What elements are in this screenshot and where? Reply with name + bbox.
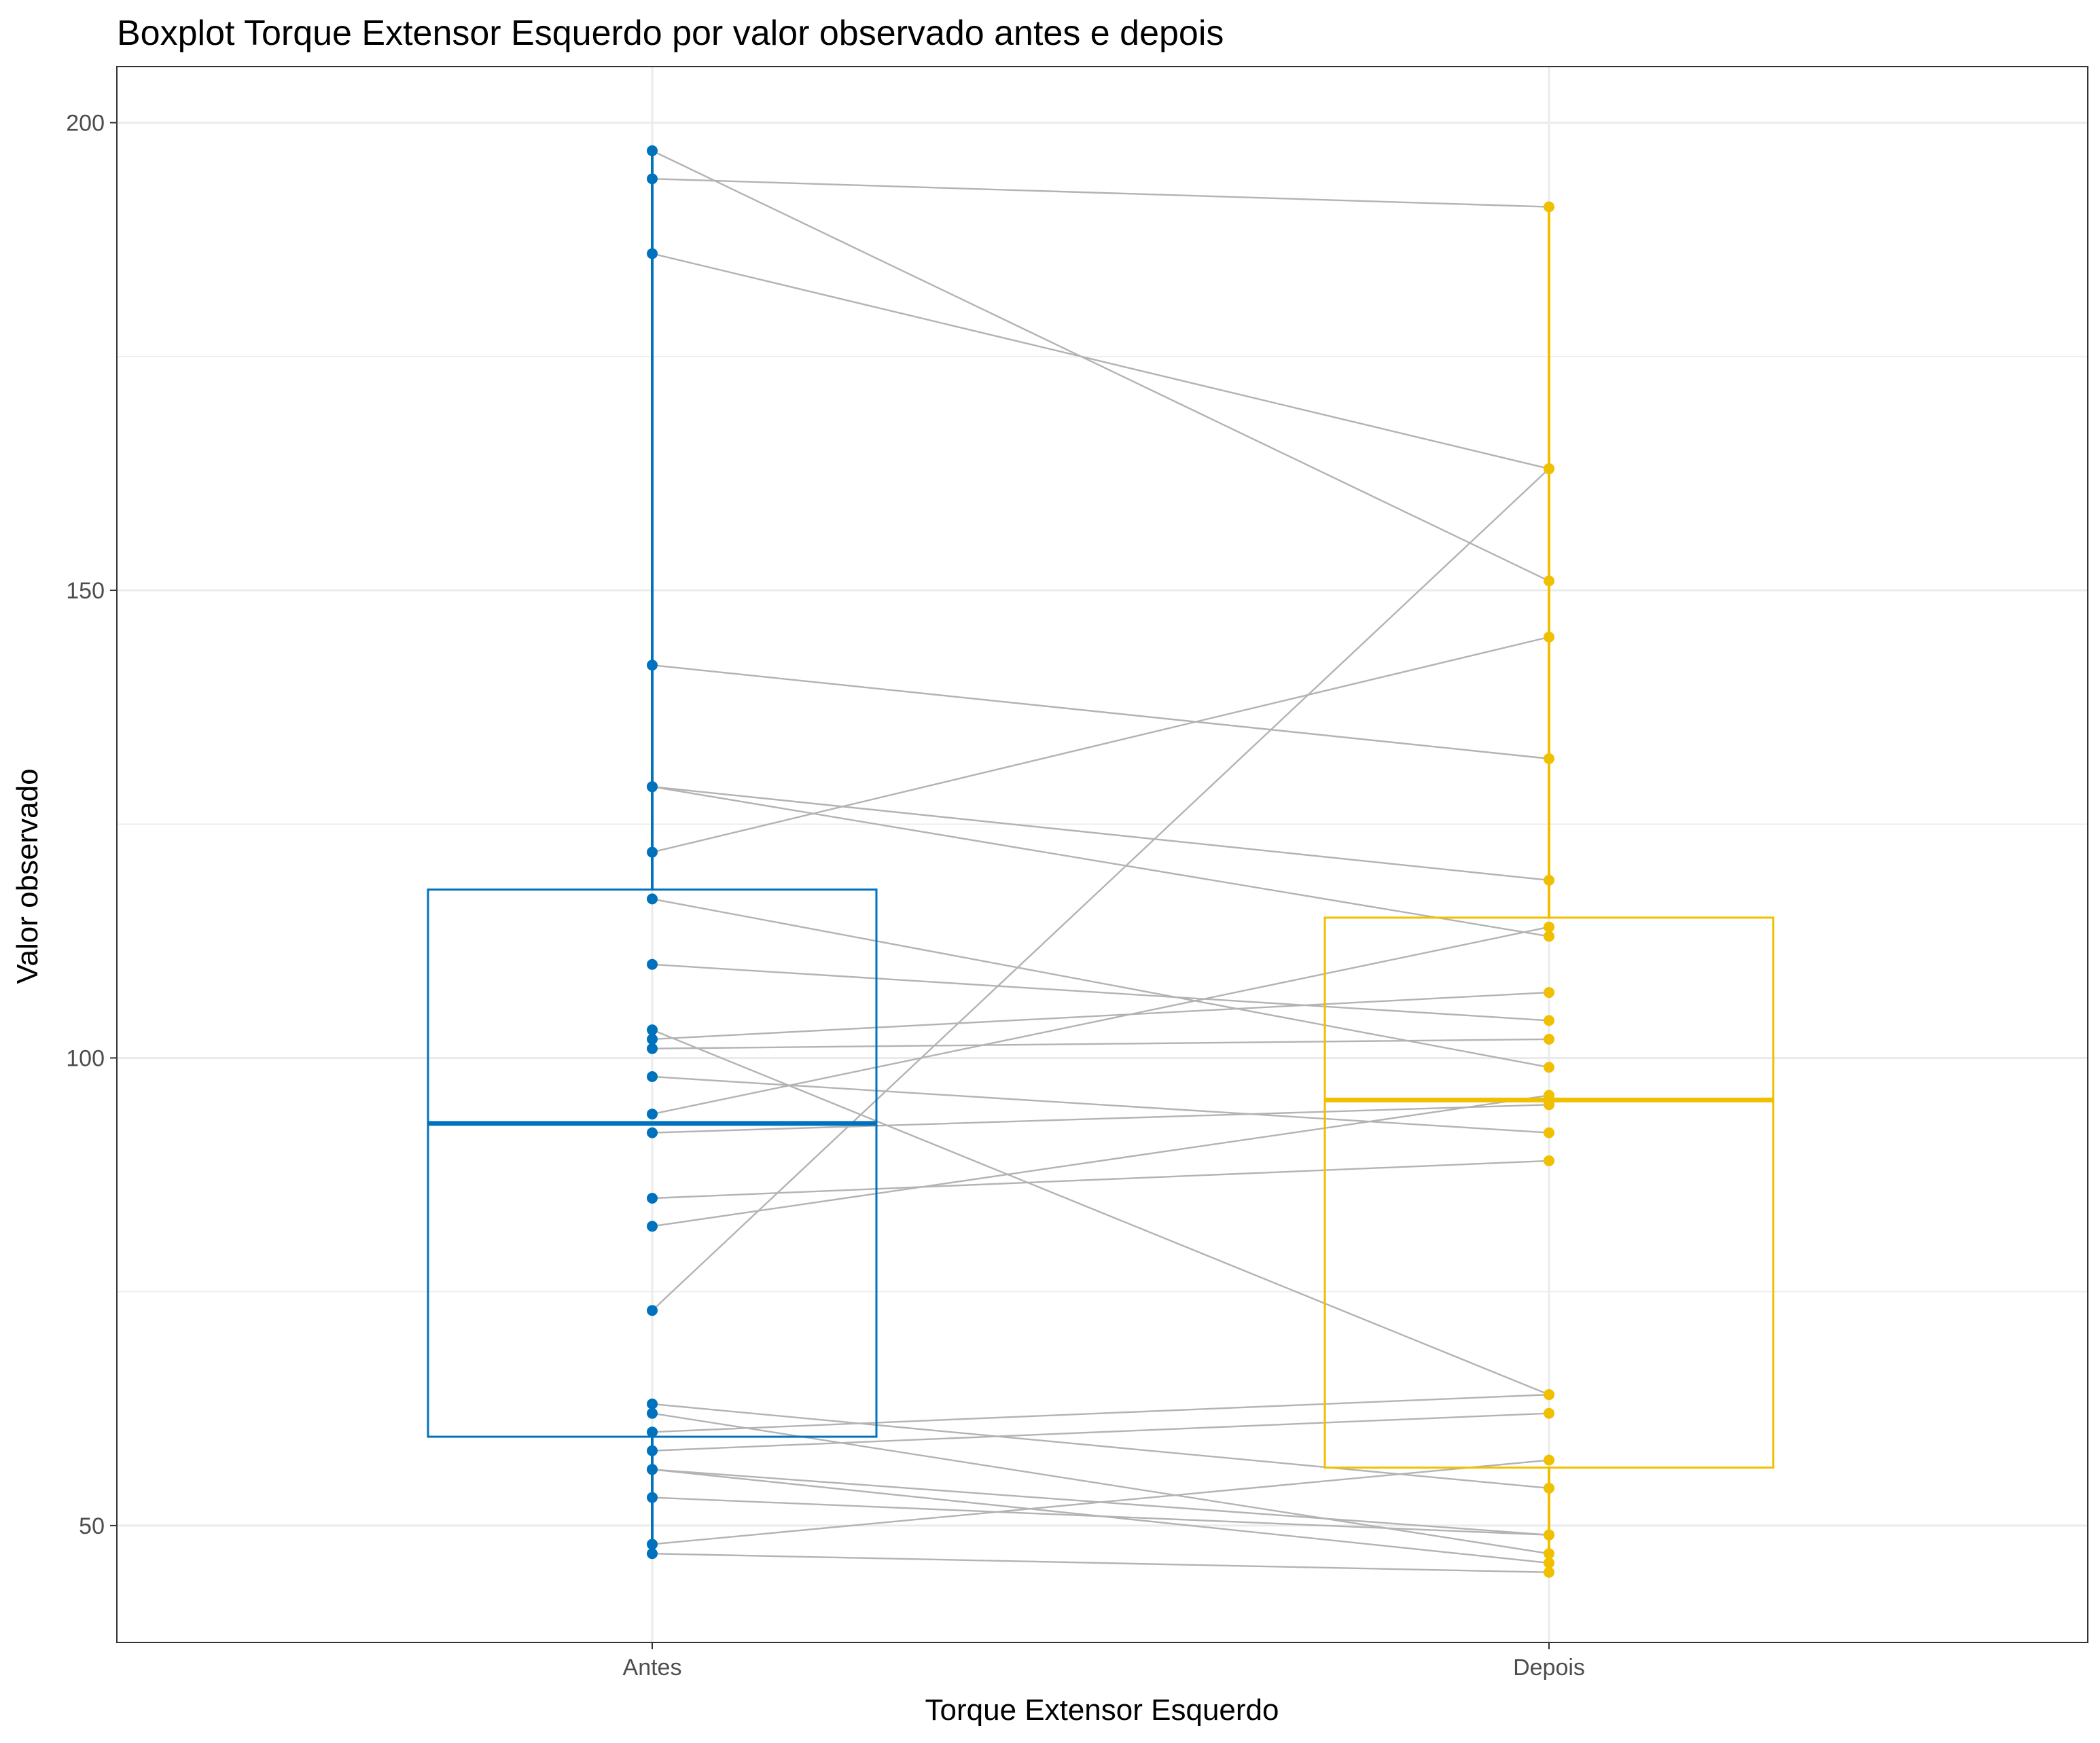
point-antes — [647, 1221, 658, 1232]
point-antes — [647, 1407, 658, 1419]
pair-line — [652, 178, 1550, 208]
point-depois — [1544, 931, 1554, 942]
point-depois — [1544, 1566, 1554, 1578]
point-depois — [1544, 1033, 1554, 1045]
point-antes — [647, 1043, 658, 1054]
point-depois — [1544, 631, 1554, 643]
point-depois — [1544, 753, 1554, 764]
pair-line — [652, 636, 1550, 853]
pair-line — [652, 1160, 1550, 1200]
pair-line — [652, 1029, 1550, 1396]
point-antes — [647, 248, 658, 259]
pair-line — [652, 1412, 1550, 1452]
box-body — [1323, 916, 1775, 1469]
point-antes — [647, 1398, 658, 1409]
point-antes — [647, 173, 658, 185]
y-tick-label: 150 — [66, 578, 105, 604]
pair-line — [652, 149, 1550, 582]
point-antes — [647, 781, 658, 793]
pair-line — [652, 468, 1550, 1312]
point-antes — [647, 1192, 658, 1204]
point-depois — [1544, 1557, 1554, 1568]
pair-line — [652, 1038, 1550, 1049]
point-antes — [647, 1033, 658, 1045]
pair-line — [652, 898, 1550, 1068]
point-antes — [647, 1109, 658, 1120]
pair-line — [652, 785, 1550, 937]
pair-line — [652, 1552, 1550, 1573]
pair-line — [652, 1459, 1550, 1545]
point-antes — [647, 1024, 658, 1036]
y-tick-label: 200 — [66, 111, 105, 137]
point-depois — [1544, 1127, 1554, 1138]
y-tick-label: 50 — [79, 1513, 105, 1539]
point-depois — [1544, 1099, 1554, 1111]
x-tick-label: Antes — [623, 1655, 682, 1681]
panel-border — [116, 66, 2088, 1643]
pair-line — [652, 1094, 1550, 1227]
point-antes — [647, 1305, 658, 1316]
point-antes — [647, 1548, 658, 1560]
pair-line — [652, 1075, 1550, 1134]
point-antes — [647, 893, 658, 905]
point-antes — [647, 958, 658, 970]
point-depois — [1544, 1529, 1554, 1541]
point-depois — [1544, 1015, 1554, 1026]
point-antes — [647, 1445, 658, 1456]
point-antes — [647, 846, 658, 858]
paired-lines — [652, 149, 1550, 1573]
point-depois — [1544, 201, 1554, 213]
point-antes — [647, 1426, 658, 1438]
y-tick-label: 100 — [66, 1045, 105, 1071]
pair-line — [652, 785, 1550, 882]
point-depois — [1544, 575, 1554, 587]
point-antes — [647, 660, 658, 671]
point-depois — [1544, 1062, 1554, 1073]
x-axis-title: Torque Extensor Esquerdo — [925, 1693, 1279, 1727]
point-depois — [1544, 1548, 1554, 1560]
pair-line — [652, 963, 1550, 1022]
point-antes — [647, 1539, 658, 1550]
point-antes — [647, 1464, 658, 1475]
point-depois — [1544, 874, 1554, 886]
point-antes — [647, 145, 658, 156]
chart-title: Boxplot Torque Extensor Esquerdo por val… — [117, 14, 1224, 53]
x-tick-label: Depois — [1513, 1655, 1585, 1681]
pair-line — [652, 1496, 1550, 1536]
pair-line — [652, 1393, 1550, 1433]
pair-line — [652, 991, 1550, 1041]
point-antes — [647, 1071, 658, 1083]
point-depois — [1544, 1454, 1554, 1466]
pair-line — [652, 926, 1550, 1115]
y-axis-title: Valor observado — [11, 768, 44, 984]
pair-line — [652, 253, 1550, 470]
pair-line — [652, 1104, 1550, 1134]
point-depois — [1544, 987, 1554, 999]
x-axis: Antes Depois — [623, 1642, 1585, 1681]
point-depois — [1544, 1090, 1554, 1101]
pair-line — [652, 664, 1550, 760]
point-depois — [1544, 921, 1554, 933]
point-depois — [1544, 1389, 1554, 1401]
point-depois — [1544, 1155, 1554, 1166]
data-points — [647, 145, 1554, 1578]
point-depois — [1544, 463, 1554, 475]
point-depois — [1544, 1482, 1554, 1494]
point-antes — [647, 1492, 658, 1503]
y-axis: 50 100 150 200 — [66, 111, 117, 1539]
point-depois — [1544, 1407, 1554, 1419]
point-antes — [647, 1127, 658, 1138]
